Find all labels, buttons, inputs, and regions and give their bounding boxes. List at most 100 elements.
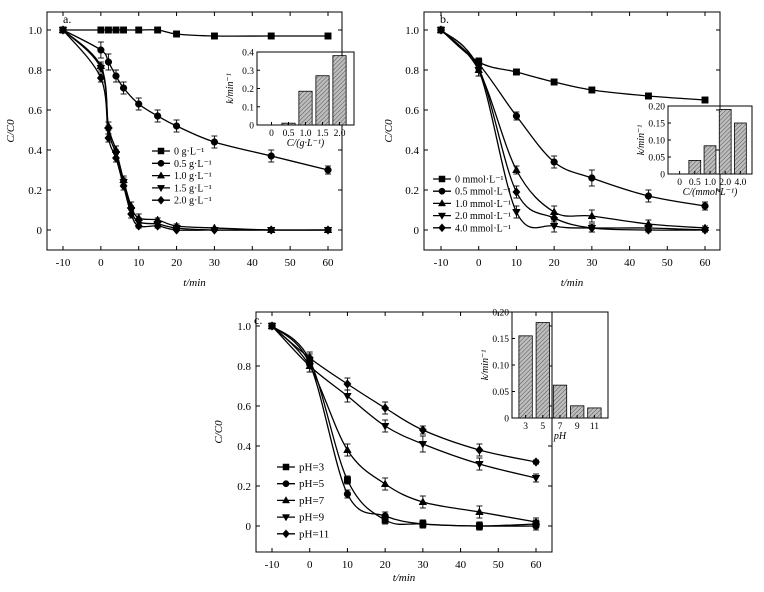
data-point — [700, 225, 710, 235]
x-tick-label: -10 — [265, 559, 280, 571]
series-line — [271, 325, 537, 523]
y-axis: 0 0.2 0.4 0.6 0.8 1.0 — [28, 25, 342, 237]
data-point — [97, 46, 105, 54]
inset-x-tick-label: 0 — [269, 129, 274, 139]
inset-y-tick-label: 0.20 — [648, 103, 665, 113]
data-point — [512, 187, 521, 197]
data-point — [512, 112, 521, 120]
series-1 — [59, 26, 332, 40]
data-point — [97, 26, 105, 34]
inset-x-tick-label: 7 — [558, 422, 563, 432]
legend-marker — [282, 463, 290, 471]
y-axis: 0 0.2 0.4 0.6 0.8 1.0 — [405, 25, 720, 237]
series-5 — [436, 25, 710, 235]
inset-y-tick-label: 0 — [660, 171, 665, 181]
data-point — [343, 476, 351, 484]
inset-y-axis-title: k/min⁻¹ — [225, 73, 236, 104]
legend-label: 0 g·L⁻¹ — [174, 147, 204, 158]
legend-label: pH=11 — [299, 528, 329, 540]
data-point — [104, 26, 112, 34]
inset-x-tick-label: 2.0 — [719, 178, 731, 188]
y-tick-label: 0.6 — [237, 401, 251, 413]
inset-bar — [315, 75, 330, 126]
x-axis: -10 0 10 20 30 40 50 60 — [56, 12, 334, 269]
inset-y-tick-label: 0.15 — [492, 335, 509, 345]
data-point — [475, 461, 484, 469]
data-point — [134, 221, 143, 231]
legend-marker — [438, 187, 446, 195]
x-axis-title: t/min — [393, 572, 416, 584]
inset-y-tick-label: 0.1 — [242, 103, 254, 113]
panel-label: c. — [254, 313, 262, 327]
x-axis-title: t/min — [183, 277, 206, 289]
x-tick-label: 50 — [285, 257, 297, 269]
x-tick-label: 30 — [417, 559, 429, 571]
x-tick-label: 10 — [133, 257, 145, 269]
legend: pH=3 pH=5 pH=7 pH=9 pH=11 — [277, 462, 329, 540]
data-point — [587, 223, 596, 233]
legend-marker — [437, 212, 447, 220]
series-5 — [58, 25, 333, 235]
x-tick-label: 60 — [323, 257, 335, 269]
inset-chart: 0 0.1 0.2 0.3 0.4 0 0.5 1.0 1.5 2.0 C/(g·L⁻¹) k/min… — [225, 49, 355, 149]
y-tick-label: 1.0 — [237, 321, 251, 333]
inset-x-tick-label: 1.0 — [704, 178, 716, 188]
inset-x-tick-label: 0.5 — [283, 129, 295, 139]
y-axis: 0 0.2 0.4 0.6 0.8 1.0 — [237, 321, 552, 533]
series-5 — [267, 321, 541, 467]
x-tick-label: 20 — [171, 257, 183, 269]
x-axis: -10 0 10 20 30 40 50 60 — [434, 12, 711, 269]
legend-marker — [437, 199, 447, 207]
legend-marker — [282, 529, 290, 539]
data-point — [343, 490, 352, 498]
data-point — [436, 25, 446, 35]
panel-c: c.-10 0 10 20 30 40 50 6000.20.40.60.81.0t/minC… — [213, 309, 609, 584]
data-point — [381, 512, 389, 520]
x-tick-label: 0 — [98, 257, 104, 269]
x-tick-label: 20 — [380, 559, 392, 571]
legend-marker — [281, 496, 291, 504]
data-point — [324, 32, 332, 40]
data-point — [210, 225, 219, 235]
data-point — [588, 86, 596, 94]
inset-y-tick-label: 0.2 — [242, 85, 254, 95]
x-tick-label: 60 — [700, 257, 712, 269]
legend-marker — [156, 171, 166, 179]
data-point — [701, 202, 709, 210]
data-point — [154, 26, 162, 34]
data-point — [343, 379, 352, 389]
data-point — [267, 321, 277, 331]
data-point — [644, 192, 653, 200]
y-tick-label: 1.0 — [28, 25, 42, 37]
inset-y-tick-label: 0.20 — [492, 309, 509, 319]
data-point — [135, 100, 143, 108]
y-tick-label: 0.6 — [405, 105, 419, 117]
series-line — [271, 325, 537, 479]
inset-bar — [332, 55, 347, 126]
inset-x-tick-label: 3 — [523, 422, 528, 432]
legend-label: 2.0 mmol·L⁻¹ — [455, 211, 511, 222]
data-point — [418, 497, 428, 505]
data-point — [550, 213, 559, 223]
panel-a: a. -10 0 10 20 30 40 50 60 0 0.2 0.4 0.6 0.8 1.0 t/min C… — [5, 11, 355, 289]
data-point — [419, 520, 427, 528]
inset-y-tick-label: 0.3 — [242, 67, 254, 77]
data-point — [343, 445, 352, 453]
data-point — [267, 32, 275, 40]
legend-label: 0.5 g·L⁻¹ — [174, 159, 212, 170]
legend-marker — [157, 195, 165, 205]
inset-x-axis-title: C/(g·L⁻¹) — [287, 138, 325, 149]
inset-y-tick-label: 0.4 — [242, 49, 254, 59]
x-tick-label: -10 — [56, 257, 71, 269]
y-tick-label: 0.4 — [28, 145, 42, 157]
data-point — [418, 425, 427, 435]
data-point — [154, 112, 162, 120]
y-tick-label: 0 — [246, 521, 252, 533]
legend: 0 g·L⁻¹0.5 g·L⁻¹1.0 g·L⁻¹1.5 g·L⁻¹ 2.0 g·… — [152, 147, 212, 207]
data-point — [135, 26, 143, 34]
data-point — [96, 73, 105, 83]
data-point — [475, 522, 484, 530]
x-tick-label: 50 — [493, 559, 505, 571]
data-point — [587, 211, 597, 219]
data-point — [531, 517, 541, 525]
